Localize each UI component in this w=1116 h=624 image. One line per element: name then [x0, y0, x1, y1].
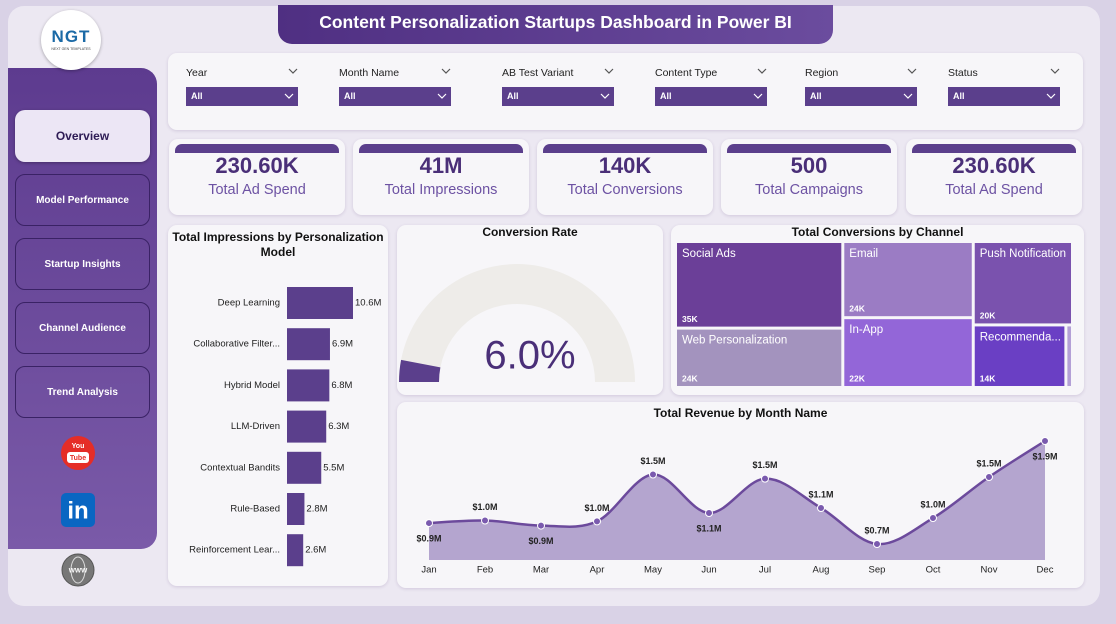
kpi-tab [727, 144, 891, 153]
filter-label: AB Test Variant [502, 67, 574, 79]
nav-button[interactable]: Overview [15, 110, 150, 162]
kpi-value: 230.60K [215, 153, 299, 178]
filter-label: Region [805, 67, 839, 79]
bar-panel [168, 225, 388, 586]
nav-button[interactable]: Model Performance [15, 174, 150, 226]
filter-label: Status [948, 67, 978, 79]
chart-title: Total Conversions by Channel [791, 225, 964, 239]
filter-value: All [810, 91, 822, 101]
filter-panel [168, 53, 1083, 130]
kpi-card: 41M Total Impressions [353, 139, 529, 215]
nav-button[interactable]: Trend Analysis [15, 366, 150, 418]
filter-label: Month Name [339, 67, 400, 79]
filter-dropdown[interactable]: All [339, 87, 451, 106]
filter-value: All [507, 91, 519, 101]
kpi-card: 230.60K Total Ad Spend [169, 139, 345, 215]
header-title: Content Personalization Startups Dashboa… [319, 12, 792, 32]
kpi-value: 230.60K [952, 153, 1036, 178]
filter-dropdown[interactable]: All [655, 87, 767, 106]
line-panel [397, 402, 1084, 588]
kpi-label: Total Ad Spend [208, 182, 306, 198]
filter-dropdown[interactable]: All [805, 87, 917, 106]
logo-text: NGT [51, 27, 91, 46]
nav-button[interactable]: Channel Audience [15, 302, 150, 354]
filter-dropdown[interactable]: All [948, 87, 1060, 106]
nav-button[interactable]: Startup Insights [15, 238, 150, 290]
logo-subtitle: NEXT GEN TEMPLATES [51, 47, 91, 51]
kpi-value: 41M [419, 153, 463, 178]
filter-label: Year [186, 67, 208, 79]
kpi-tab [359, 144, 523, 153]
kpi-card: 500 Total Campaigns [721, 139, 897, 215]
logo: NGT NEXT GEN TEMPLATES [41, 10, 101, 70]
filter-label: Content Type [655, 67, 718, 79]
filter-dropdown[interactable]: All [502, 87, 614, 106]
filter-value: All [191, 91, 203, 101]
chart-title: Conversion Rate [482, 225, 578, 239]
kpi-label: Total Campaigns [755, 182, 863, 198]
filter-value: All [660, 91, 672, 101]
kpi-tab [543, 144, 707, 153]
header-bar: Content Personalization Startups Dashboa… [278, 5, 833, 44]
treemap-panel [671, 225, 1084, 395]
kpi-label: Total Conversions [567, 182, 683, 198]
gauge-panel [397, 225, 663, 395]
kpi-card: 230.60K Total Ad Spend [906, 139, 1082, 215]
chart-title: Total Impressions by Personalization Mod… [172, 230, 384, 259]
kpi-tab [175, 144, 339, 153]
kpi-value: 500 [790, 153, 828, 178]
filter-value: All [953, 91, 965, 101]
kpi-tab [912, 144, 1076, 153]
kpi-label: Total Ad Spend [945, 182, 1043, 198]
filter-dropdown[interactable]: All [186, 87, 298, 106]
kpi-card: 140K Total Conversions [537, 139, 713, 215]
filter-value: All [344, 91, 356, 101]
chart-title: Total Revenue by Month Name [653, 406, 828, 420]
kpi-label: Total Impressions [384, 182, 498, 198]
kpi-value: 140K [598, 153, 652, 178]
